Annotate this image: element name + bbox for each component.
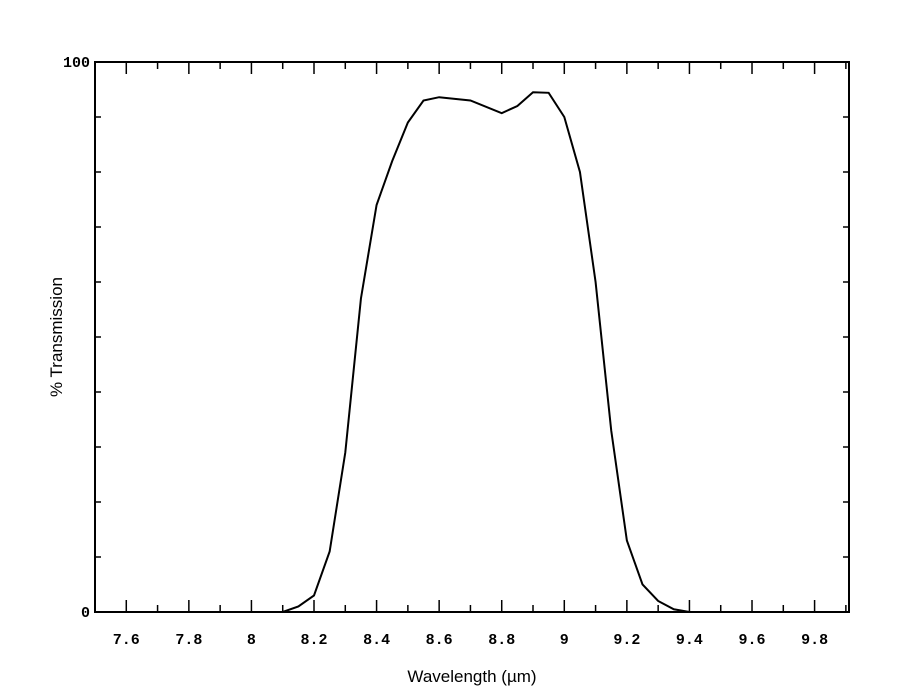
plot-frame bbox=[94, 61, 850, 613]
x-tick-label: 8.6 bbox=[426, 632, 453, 649]
y-tick-label: 100 bbox=[63, 55, 90, 72]
x-tick-label: 7.8 bbox=[175, 632, 202, 649]
x-tick-label: 9.8 bbox=[801, 632, 828, 649]
x-tick-label: 8.2 bbox=[300, 632, 327, 649]
x-tick-label: 7.6 bbox=[113, 632, 140, 649]
y-tick-label: 0 bbox=[81, 605, 90, 622]
data-line bbox=[101, 91, 753, 613]
x-axis-label: Wavelength (µm) bbox=[407, 667, 536, 686]
x-tick-label: 8.8 bbox=[488, 632, 515, 649]
x-tick-label: 9.6 bbox=[739, 632, 766, 649]
x-tick-label: 8 bbox=[247, 632, 256, 649]
x-tick-label: 9.4 bbox=[676, 632, 703, 649]
x-tick-label: 9.2 bbox=[613, 632, 640, 649]
x-tick-label: 8.4 bbox=[363, 632, 390, 649]
x-tick-label: 9 bbox=[560, 632, 569, 649]
y-axis-label: % Transmission bbox=[47, 277, 66, 397]
